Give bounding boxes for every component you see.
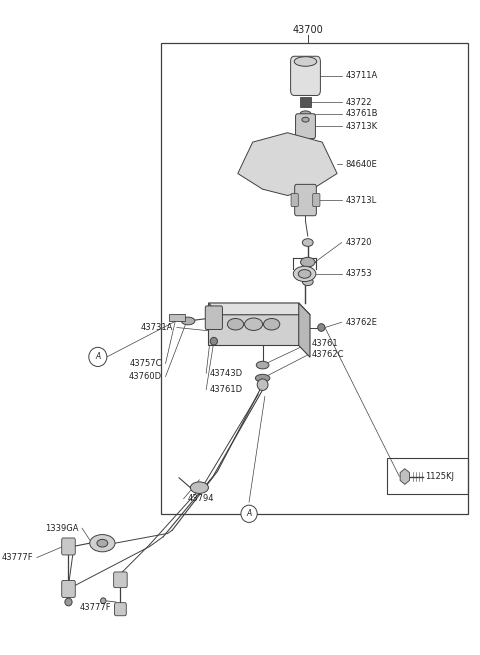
FancyBboxPatch shape (115, 603, 126, 616)
Polygon shape (299, 303, 310, 357)
Text: 43720: 43720 (345, 238, 372, 247)
FancyBboxPatch shape (62, 538, 75, 555)
Bar (387, 458, 468, 494)
Ellipse shape (90, 534, 115, 552)
Text: 43777F: 43777F (79, 603, 111, 612)
FancyBboxPatch shape (290, 56, 320, 96)
Text: 1339GA: 1339GA (45, 523, 78, 533)
Ellipse shape (100, 598, 106, 604)
Text: 43731A: 43731A (141, 323, 173, 332)
Text: 43762E: 43762E (345, 318, 377, 327)
Text: 43761D: 43761D (210, 385, 243, 394)
Text: 43761: 43761 (312, 339, 338, 348)
Text: 43700: 43700 (292, 25, 323, 35)
FancyBboxPatch shape (291, 193, 298, 206)
Ellipse shape (210, 337, 217, 345)
Ellipse shape (89, 347, 107, 367)
Ellipse shape (318, 324, 325, 331)
Text: 43713K: 43713K (345, 122, 377, 131)
Ellipse shape (300, 111, 311, 117)
Bar (300, 98, 312, 107)
Text: 1125KJ: 1125KJ (425, 472, 454, 481)
Text: 43743D: 43743D (210, 369, 243, 378)
Ellipse shape (191, 482, 208, 493)
Text: 43760D: 43760D (129, 372, 162, 381)
Text: 43761B: 43761B (345, 109, 378, 119)
Ellipse shape (97, 539, 108, 547)
Text: 43757C: 43757C (130, 359, 162, 368)
Text: 43753: 43753 (345, 269, 372, 278)
Ellipse shape (257, 379, 268, 390)
Ellipse shape (255, 374, 270, 382)
Text: 43711A: 43711A (345, 71, 377, 81)
Polygon shape (208, 303, 299, 345)
Text: 43722: 43722 (345, 98, 372, 107)
Ellipse shape (302, 238, 313, 246)
FancyBboxPatch shape (296, 114, 315, 139)
Ellipse shape (244, 318, 263, 331)
Ellipse shape (300, 257, 315, 267)
Bar (161, 43, 468, 514)
Ellipse shape (302, 117, 309, 122)
Polygon shape (208, 303, 310, 315)
FancyBboxPatch shape (205, 306, 222, 329)
Ellipse shape (181, 317, 195, 325)
FancyBboxPatch shape (62, 580, 75, 597)
Text: A: A (246, 510, 252, 518)
Polygon shape (238, 133, 337, 195)
Bar (168, 314, 185, 321)
Text: 43713L: 43713L (345, 196, 376, 204)
Ellipse shape (264, 318, 280, 330)
Ellipse shape (293, 266, 316, 282)
Ellipse shape (65, 598, 72, 606)
Text: 84640E: 84640E (345, 160, 377, 168)
Ellipse shape (256, 362, 269, 369)
FancyBboxPatch shape (114, 572, 127, 588)
Ellipse shape (228, 318, 244, 330)
Text: 43762C: 43762C (312, 350, 344, 360)
FancyBboxPatch shape (313, 193, 320, 206)
FancyBboxPatch shape (295, 184, 316, 215)
Text: A: A (95, 352, 100, 362)
Text: 43794: 43794 (187, 495, 214, 503)
Ellipse shape (298, 270, 311, 278)
Text: 43777F: 43777F (1, 553, 33, 562)
Ellipse shape (302, 278, 313, 286)
Ellipse shape (294, 57, 317, 66)
Ellipse shape (241, 505, 257, 523)
